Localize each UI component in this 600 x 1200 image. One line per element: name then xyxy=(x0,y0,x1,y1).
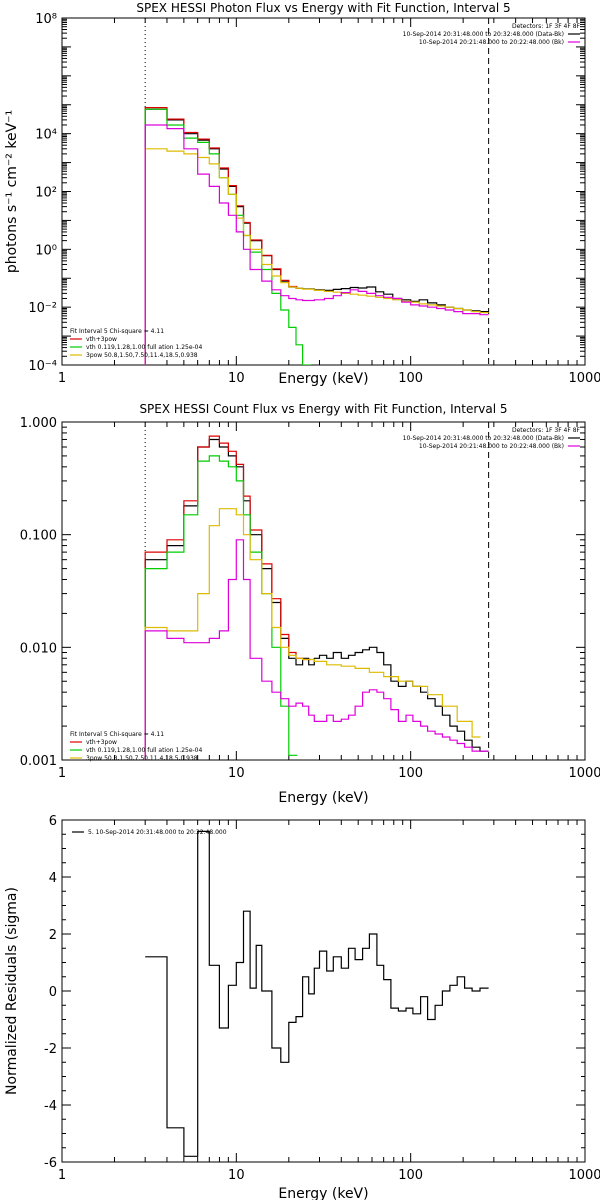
y-tick-label: 10⁻² xyxy=(28,301,57,316)
y-tick-label: -4 xyxy=(44,1099,57,1114)
y-tick-label: 6 xyxy=(49,814,57,829)
legend-top-entry: Detectors: 1F 3F 4F 8F xyxy=(512,23,581,30)
legend-bottom-entry: 3pow 50.8,1.50,7.50,11.4,18.5,0.938 xyxy=(86,755,198,762)
y-tick-label: 0.100 xyxy=(20,529,57,544)
x-tick-label: 100 xyxy=(398,1168,423,1183)
chart-title: SPEX HESSI Photon Flux vs Energy with Fi… xyxy=(136,1,510,15)
y-tick-label: 1.000 xyxy=(20,416,57,431)
x-tick-label: 10 xyxy=(228,371,245,386)
series-line-1 xyxy=(144,107,298,365)
y-axis-label: photons s⁻¹ cm⁻² keV⁻¹ xyxy=(4,110,20,273)
series-group xyxy=(144,435,489,760)
y-axis-label: Normalized Residuals (sigma) xyxy=(4,887,20,1095)
series-line-0 xyxy=(144,108,489,365)
legend-bottom-entry: vth+3pow xyxy=(86,336,117,343)
x-tick-label: 100 xyxy=(398,371,423,386)
x-tick-label: 10 xyxy=(228,766,245,781)
legend-top-entry: 10-Sep-2014 20:31:48.000 to 20:32:48.000… xyxy=(403,31,564,38)
y-tick-label: 0 xyxy=(49,985,57,1000)
legend-bottom-entry: vth 0.119,1.28,1.00 full ation 1.25e-04 xyxy=(86,747,202,754)
panel-3: 1 10 100 1000 -6 -4 -2 0 2 4 6 Energy (keV) Normaliz… xyxy=(4,814,600,1200)
legend-bottom-entry: vth+3pow xyxy=(86,739,117,746)
legend-bottom-entry: Fit Interval 5 Chi-square = 4.11 xyxy=(70,731,164,738)
legend-top-entry: Detectors: 1F 3F 4F 8F xyxy=(512,427,581,434)
y-tick-label: 10⁻⁴ xyxy=(28,359,57,374)
y-tick-label: 0.001 xyxy=(20,754,57,769)
x-tick-label: 1000 xyxy=(568,1168,600,1183)
y-tick-label: 10² xyxy=(35,186,57,201)
x-tick-label: 10 xyxy=(228,1168,245,1183)
y-tick-label: 0.010 xyxy=(20,641,57,656)
panel-1: 1 10 100 1000 10⁻⁴ 10⁻² 10⁰ 10² 10⁴ 10⁸ SPEX HESSI… xyxy=(4,1,600,387)
x-axis-label: Energy (keV) xyxy=(278,371,368,387)
legend-bottom-entry: Fit Interval 5 Chi-square = 4.11 xyxy=(70,328,164,335)
y-tick-label: 10⁸ xyxy=(35,12,57,27)
legend-bottom-entry: 3pow 50.8,1.50,7.50,11.4,18.5,0.938 xyxy=(86,352,198,359)
legend-bottom-entry: vth 0.119,1.28,1.00 full ation 1.25e-04 xyxy=(86,344,202,351)
x-tick-label: 1 xyxy=(58,371,66,386)
y-tick-label: -2 xyxy=(44,1042,57,1057)
series-line-3 xyxy=(144,508,481,760)
y-tick-label: 10⁰ xyxy=(35,243,57,258)
x-tick-label: 1000 xyxy=(568,371,600,386)
x-tick-label: 1 xyxy=(58,1168,66,1183)
series-line-0 xyxy=(144,438,489,760)
x-tick-label: 100 xyxy=(398,766,423,781)
series-line-0 xyxy=(145,830,489,1157)
series-line-2 xyxy=(144,455,298,760)
x-axis-label: Energy (keV) xyxy=(278,1186,368,1200)
series-line-4 xyxy=(144,539,489,760)
plot-frame xyxy=(61,17,586,366)
series-line-1 xyxy=(144,435,312,760)
plot-frame xyxy=(61,819,586,1163)
series-group xyxy=(144,107,489,365)
legend-entry: 5. 10-Sep-2014 20:31:48.000 to 20:32:48.… xyxy=(88,829,227,836)
legend-top-entry: 10-Sep-2014 20:31:48.000 to 20:32:48.000… xyxy=(403,435,564,442)
chart-title: SPEX HESSI Count Flux vs Energy with Fit… xyxy=(139,402,507,416)
series-group xyxy=(145,830,489,1157)
series-line-2 xyxy=(144,108,312,365)
panel-2: 1 10 100 1000 0.001 0.010 0.100 1.000 SPEX HESSI… xyxy=(20,402,600,806)
y-tick-label: 4 xyxy=(49,871,57,886)
x-axis-label: Energy (keV) xyxy=(278,790,368,806)
legend-top-entry: 10-Sep-2014 20:21:48.000 to 20:22:48.000… xyxy=(419,39,564,46)
x-tick-label: 1000 xyxy=(568,766,600,781)
legend-top-entry: 10-Sep-2014 20:21:48.000 to 20:22:48.000… xyxy=(419,443,564,450)
x-tick-label: 1 xyxy=(58,766,66,781)
plot-frame xyxy=(61,421,586,761)
y-tick-label: -6 xyxy=(44,1156,57,1171)
y-tick-label: 10⁴ xyxy=(35,128,57,143)
series-line-3 xyxy=(144,148,489,365)
y-tick-label: 2 xyxy=(49,928,57,943)
series-line-4 xyxy=(144,124,489,365)
